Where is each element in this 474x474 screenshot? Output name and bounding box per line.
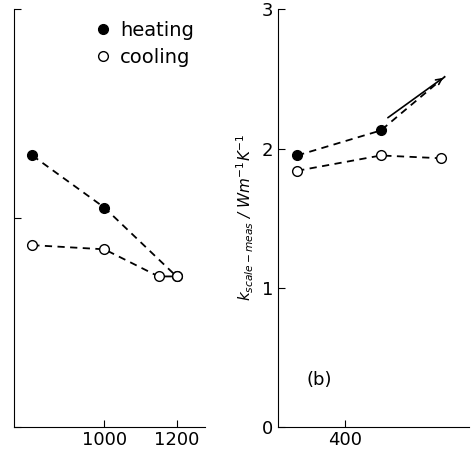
heating xyxy=(173,273,179,279)
cooling xyxy=(29,242,35,248)
Text: (b): (b) xyxy=(307,371,332,389)
cooling xyxy=(101,246,107,252)
cooling xyxy=(173,273,179,279)
cooling xyxy=(155,273,161,279)
Line: heating: heating xyxy=(27,151,182,281)
Legend: heating, cooling: heating, cooling xyxy=(91,13,201,75)
Line: cooling: cooling xyxy=(27,240,182,281)
Y-axis label: $k_{\mathregular{scale-meas}}$ / Wm$^{-1}$K$^{-1}$: $k_{\mathregular{scale-meas}}$ / Wm$^{-1… xyxy=(235,135,256,301)
heating xyxy=(29,153,35,158)
heating xyxy=(101,205,107,210)
